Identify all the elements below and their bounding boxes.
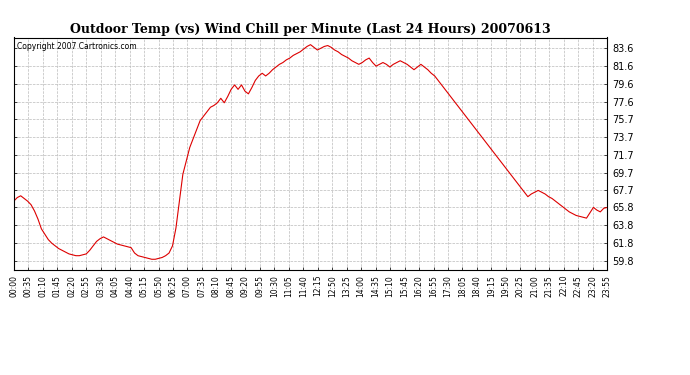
Text: Copyright 2007 Cartronics.com: Copyright 2007 Cartronics.com	[17, 42, 137, 51]
Title: Outdoor Temp (vs) Wind Chill per Minute (Last 24 Hours) 20070613: Outdoor Temp (vs) Wind Chill per Minute …	[70, 23, 551, 36]
